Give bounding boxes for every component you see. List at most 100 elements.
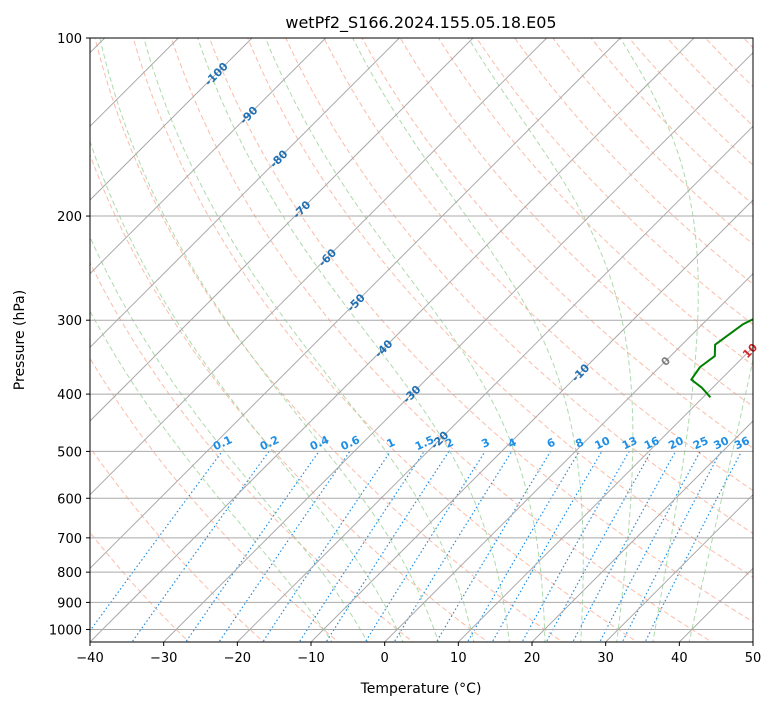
isotherm-line — [752, 641, 753, 642]
isotherm-line — [90, 38, 695, 642]
moist-adiabat-line — [90, 139, 404, 642]
mixing-ratio-label: 30 — [712, 434, 732, 452]
isotherm-line — [90, 38, 327, 275]
isotherm-line — [90, 38, 253, 201]
isotherm-line — [531, 420, 753, 642]
isotherm-line — [90, 38, 474, 422]
mixing-ratio-line — [364, 451, 486, 642]
mixing-ratio-line — [262, 451, 391, 642]
mixing-ratio-label: 13 — [620, 434, 639, 452]
axes: −40 −30 −20 −10 0 10 20 30 40 5010020030040050060… — [49, 32, 761, 666]
x-tick-label: 40 — [671, 651, 688, 666]
dewpoint-profile-line — [690, 318, 753, 398]
x-tick-label: 0 — [381, 651, 389, 666]
mixing-ratio-label: 3 — [479, 436, 491, 451]
plot-frame — [89, 37, 754, 643]
x-tick-label: 30 — [597, 651, 614, 666]
y-tick-label: 800 — [57, 566, 82, 581]
mixing-ratio-label: 4 — [506, 436, 519, 451]
dry-adiabat-line — [94, 38, 564, 642]
dry-adiabat-line — [90, 531, 190, 642]
isotherm-line — [457, 346, 753, 642]
mixing-ratio-line — [185, 451, 320, 642]
mixing-ratio-label: 6 — [545, 436, 558, 451]
mixing-ratio-label: 10 — [593, 434, 613, 452]
y-tick-label: 400 — [57, 388, 82, 403]
dry-adiabat-line — [323, 38, 753, 492]
isotherm-line — [236, 125, 753, 642]
isotherm-line — [384, 272, 753, 642]
mixing-ratio-label: 36 — [732, 434, 752, 452]
y-axis-label: Pressure (hPa) — [12, 290, 28, 390]
dry-adiabat-line — [666, 38, 753, 127]
mixing-ratio-label: 0.1 — [211, 433, 234, 453]
dry-adiabat-line — [285, 38, 753, 535]
isoline-labels: 0.1 0.2 0.4 0.6 1 1.5 2 3 4 6 8 10 13 16 20 25 30 36-100-… — [202, 60, 760, 454]
mixing-ratio-line — [599, 451, 701, 642]
dry-adiabat-line — [514, 38, 753, 285]
dry-adiabat-label: -100 — [202, 60, 231, 89]
y-tick-label: 1000 — [49, 623, 82, 638]
dry-adiabat-line — [90, 153, 489, 642]
y-tick-label: 200 — [57, 210, 82, 225]
x-tick-label: −20 — [224, 651, 251, 666]
mixing-ratio-line — [572, 451, 677, 642]
background-lines — [90, 38, 753, 642]
dry-adiabat-line — [90, 446, 265, 642]
profile-lines — [690, 38, 775, 398]
mixing-ratio-label: 0.2 — [258, 433, 281, 453]
mixing-ratio-line — [435, 451, 552, 642]
mixing-ratio-line — [521, 451, 630, 642]
mixing-ratio-line — [218, 451, 351, 642]
dry-adiabat-line — [132, 38, 638, 642]
mixing-ratio-line — [621, 451, 722, 642]
dry-adiabat-line — [399, 38, 753, 408]
isotherm-line — [605, 493, 753, 642]
dry-adiabat-line — [437, 38, 753, 366]
y-tick-label: 900 — [57, 596, 82, 611]
isotherm-line — [163, 51, 753, 642]
x-tick-label: 10 — [450, 651, 467, 666]
chart-title: wetPf2_S166.2024.155.05.18.E05 — [285, 13, 556, 33]
x-axis-label: Temperature (°C) — [360, 681, 482, 697]
x-tick-label: −40 — [76, 651, 103, 666]
dry-adiabat-label: -90 — [237, 104, 260, 127]
mixing-ratio-label: 25 — [691, 434, 710, 452]
mixing-ratio-line — [90, 451, 223, 632]
mixing-ratio-label: 20 — [666, 434, 686, 452]
x-tick-label: 20 — [524, 651, 541, 666]
y-tick-label: 600 — [57, 492, 82, 507]
y-tick-label: 300 — [57, 314, 82, 329]
mixing-ratio-line — [393, 451, 513, 642]
isotherm-line — [90, 38, 621, 570]
mixing-ratio-label: 16 — [642, 434, 662, 452]
dry-adiabat-line — [590, 38, 753, 206]
dry-adiabat-line — [208, 38, 753, 623]
isotherm-line — [678, 567, 753, 642]
dry-adiabat-line — [247, 38, 753, 578]
isotherm-line — [310, 199, 753, 642]
temperature-profile-line — [758, 38, 775, 397]
x-tick-label: −10 — [297, 651, 324, 666]
mixing-ratio-label: 1 — [385, 436, 397, 451]
isotherm-line — [90, 38, 548, 496]
x-tick-label: −30 — [150, 651, 177, 666]
y-tick-label: 500 — [57, 445, 82, 460]
mixing-ratio-line — [325, 451, 450, 642]
dry-adiabat-line — [704, 38, 753, 88]
moist-adiabat-line — [688, 357, 753, 642]
x-tick-label: 50 — [745, 651, 762, 666]
moist-adiabat-line — [619, 38, 699, 642]
mixing-ratio-line — [644, 451, 743, 642]
moist-adiabat-line — [197, 38, 510, 642]
mixing-ratio-label: 0.4 — [308, 433, 331, 453]
mixing-ratio-line — [298, 451, 425, 642]
mixing-ratio-line — [466, 451, 580, 642]
mixing-ratio-line — [491, 451, 603, 642]
y-tick-label: 100 — [57, 32, 82, 47]
moist-adiabat-line — [90, 235, 369, 642]
moist-adiabat-line — [90, 310, 333, 642]
y-tick-label: 700 — [57, 532, 82, 547]
